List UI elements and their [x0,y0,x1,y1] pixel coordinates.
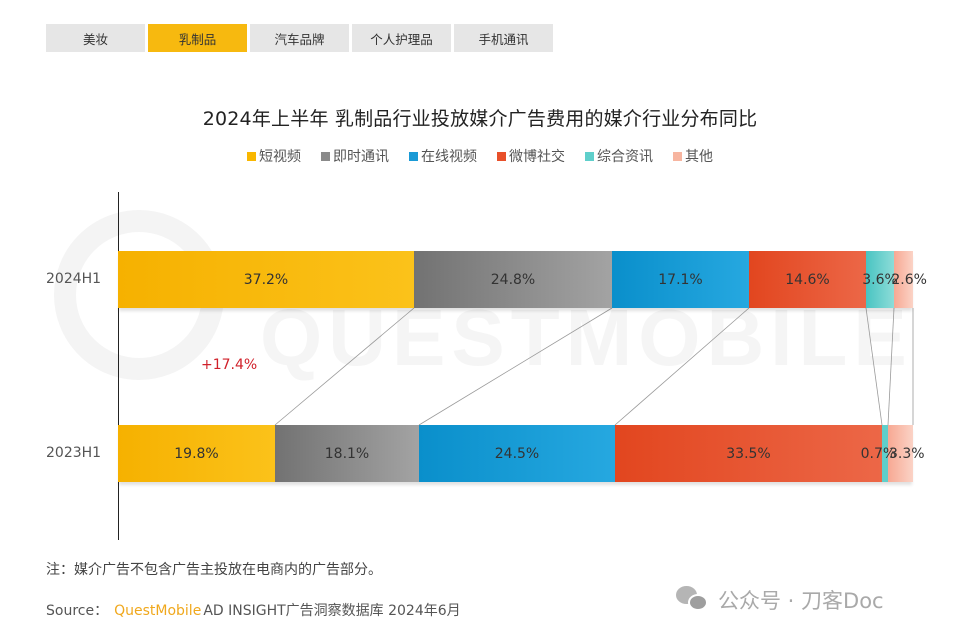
segment-value: 14.6% [785,271,830,288]
segment-value: 24.5% [494,445,540,462]
legend-swatch-icon [497,151,506,161]
row-label-2023h1: 2023H1 [46,445,102,461]
legend-swatch-icon [247,151,256,161]
legend-label: 综合资讯 [597,149,653,165]
wechat-account-badge: 公众号 · 刀客Doc [676,585,884,615]
bar-2024h1: 37.2% 24.8% 17.1% 14.6% 3.6% 2.6% [118,251,927,308]
source-line: Source： QuestMobile AD INSIGHT广告洞察数据库 20… [46,600,461,620]
legend-item-instant-messaging: 即时通讯 [321,146,389,166]
segment-value: 3.3% [888,445,925,462]
legend-item-online-video: 在线视频 [409,146,477,166]
chart-title: 2024年上半年 乳制品行业投放媒介广告费用的媒介行业分布同比 [202,108,758,130]
legend-item-weibo-social: 微博社交 [497,146,565,166]
segment-news: 0.7% [861,425,896,482]
legend-label: 在线视频 [421,149,477,165]
legend-label: 短视频 [259,149,301,165]
segment-short-video: 37.2% [118,251,414,308]
tab-personal-care[interactable]: 个人护理品 [352,24,451,52]
wechat-icon [676,586,710,614]
legend-item-short-video: 短视频 [247,146,301,166]
segment-weibo-social: 14.6% [749,251,866,308]
segment-value: 2.6% [891,271,927,288]
tab-dairy[interactable]: 乳制品 [148,24,247,52]
source-prefix: Source： [46,603,109,619]
footnote: 注：媒介广告不包含广告主投放在电商内的广告部分。 [46,562,382,578]
legend-swatch-icon [673,151,682,161]
segment-value: 17.1% [658,271,703,288]
tab-beauty[interactable]: 美妆 [46,24,145,52]
legend-item-other: 其他 [673,146,713,166]
segment-instant-messaging: 24.8% [414,251,612,308]
segment-value: 3.6% [862,271,898,288]
bar-2023h1: 19.8% 18.1% 24.5% 33.5% 0.7% 3.3% [118,425,925,482]
tab-mobile-comm[interactable]: 手机通讯 [454,24,553,52]
segment-value: 18.1% [324,445,370,462]
segment-other: 2.6% [891,251,927,308]
segment-value: 24.8% [490,271,536,288]
segment-value: 0.7% [860,445,897,462]
source-brand: QuestMobile [114,603,202,619]
chart-legend: 短视频 即时通讯 在线视频 微博社交 综合资讯 其他 [0,146,960,166]
legend-swatch-icon [409,151,418,161]
legend-swatch-icon [321,151,330,161]
segment-value: 19.8% [174,445,219,462]
growth-annotation: +17.4% [201,357,258,373]
wechat-account-label: 公众号 · 刀客Doc [718,589,884,613]
legend-item-news: 综合资讯 [585,146,653,166]
y-axis-line [118,192,119,540]
industry-tabs: 美妆 乳制品 汽车品牌 个人护理品 手机通讯 [46,24,553,52]
segment-online-video: 17.1% [612,251,749,308]
legend-swatch-icon [585,151,594,161]
legend-label: 微博社交 [509,149,565,165]
segment-weibo-social: 33.5% [615,425,882,482]
segment-value: 37.2% [243,271,289,288]
segment-other: 3.3% [888,425,925,482]
segment-instant-messaging: 18.1% [275,425,419,482]
tab-auto-brand[interactable]: 汽车品牌 [250,24,349,52]
segment-online-video: 24.5% [419,425,615,482]
source-detail: AD INSIGHT广告洞察数据库 2024年6月 [203,603,461,619]
row-label-2024h1: 2024H1 [46,271,102,287]
segment-value: 33.5% [726,445,771,462]
segment-short-video: 19.8% [118,425,275,482]
legend-label: 其他 [685,149,713,165]
legend-label: 即时通讯 [333,149,389,165]
segment-news: 3.6% [862,251,898,308]
